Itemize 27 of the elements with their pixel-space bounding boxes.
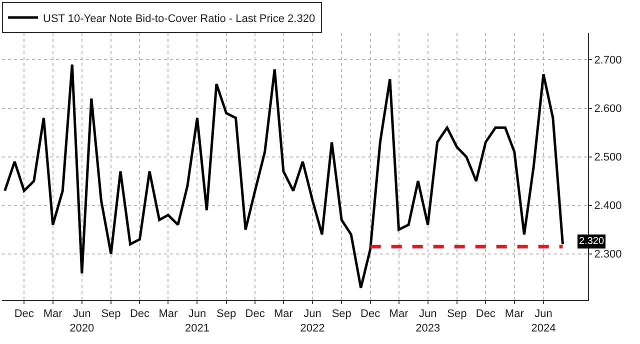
legend-label: UST 10-Year Note Bid-to-Cover Ratio - Last Price 2.320 [43,12,316,25]
x-tick-label: Mar [274,308,294,320]
x-tick-label: Mar [158,308,178,320]
x-tick-label: Sep [447,308,467,320]
x-tick-label: Dec [360,308,381,320]
x-tick-label: Mar [389,308,409,320]
x-tick-label: Jun 2023 [416,308,440,334]
x-tick-label: Dec [245,308,266,320]
y-tick-label: 2.300 [594,248,622,261]
x-tick-label: Dec [130,308,150,320]
x-tick-label: Mar [43,308,63,320]
y-tick-label: 2.700 [594,54,622,67]
x-tick-label: Jun 2024 [531,308,556,334]
x-tick-label: Jun 2020 [70,308,94,334]
x-tick-label: Jun 2022 [300,308,325,334]
x-tick-label: Mar [504,308,524,320]
annotation: 2.320 [579,236,604,247]
y-tick-label: 2.500 [594,152,622,164]
x-tick-label: Dec [476,308,496,320]
x-tick-label: Sep [332,308,352,320]
x-tick-label: Sep [101,308,121,320]
x-tick-label: Dec [14,308,34,320]
y-tick-label: 2.400 [594,200,622,212]
x-tick-label: Sep [216,308,236,320]
x-tick-label: Jun 2021 [184,308,210,334]
line-series [4,63,564,290]
y-tick-label: 2.600 [594,103,622,116]
